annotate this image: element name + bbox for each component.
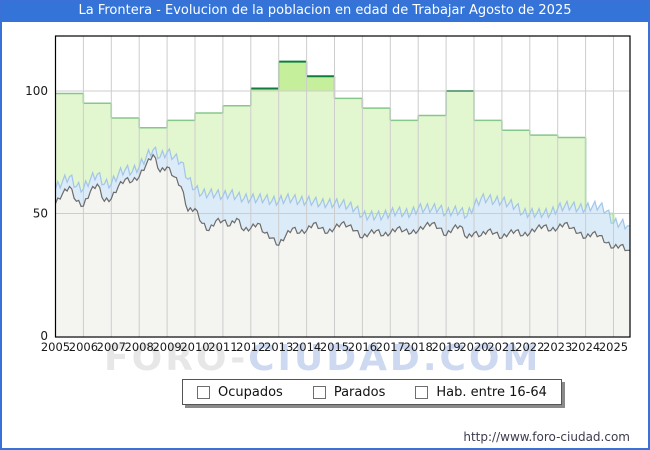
plot-border bbox=[54, 35, 631, 338]
legend-label-parados: Parados bbox=[333, 384, 386, 400]
hab-area-above-100 bbox=[306, 76, 335, 91]
watermark: FORO-CIUDAD.COM bbox=[104, 338, 541, 379]
hab-16-64-swatch-icon bbox=[415, 385, 429, 399]
ocupados-swatch-icon bbox=[197, 385, 210, 399]
legend-label-hab-16-64: Hab. entre 16-64 bbox=[436, 384, 547, 400]
x-tick-label: 2010 bbox=[180, 340, 209, 354]
x-tick-label: 2015 bbox=[320, 340, 349, 354]
x-tick-label: 2024 bbox=[571, 340, 600, 354]
legend: Ocupados Parados Hab. entre 16-64 bbox=[182, 379, 562, 405]
x-tick-label: 2023 bbox=[543, 340, 572, 354]
parados-line bbox=[54, 146, 630, 231]
ocupados-line bbox=[54, 153, 630, 252]
x-tick-label: 2018 bbox=[404, 340, 433, 354]
x-tick-label: 2021 bbox=[487, 340, 516, 354]
footer-url[interactable]: http://www.foro-ciudad.com bbox=[463, 430, 630, 444]
x-tick-label: 2014 bbox=[292, 340, 321, 354]
legend-item-parados: Parados bbox=[312, 384, 386, 400]
legend-label-ocupados: Ocupados bbox=[218, 384, 283, 400]
legend-item-ocupados: Ocupados bbox=[197, 385, 283, 400]
x-tick-label: 2006 bbox=[69, 340, 98, 354]
y-tick-label: 50 bbox=[33, 207, 48, 221]
x-tick-label: 2011 bbox=[208, 340, 237, 354]
x-tick-label: 2019 bbox=[431, 340, 460, 354]
y-tick-label: 0 bbox=[40, 329, 48, 343]
y-tick-label: 100 bbox=[25, 84, 48, 98]
x-tick-label: 2009 bbox=[152, 340, 181, 354]
x-tick-label: 2025 bbox=[599, 340, 628, 354]
x-tick-label: 2016 bbox=[348, 340, 377, 354]
legend-item-hab-16-64: Hab. entre 16-64 bbox=[415, 385, 547, 400]
x-tick-label: 2022 bbox=[515, 340, 544, 354]
hab-area-above-100 bbox=[250, 88, 279, 91]
ocupados-area bbox=[55, 154, 630, 336]
watermark-ciudad: CIUDAD.COM bbox=[248, 338, 542, 379]
x-tick-label: 2013 bbox=[264, 340, 293, 354]
watermark-foro: FORO- bbox=[104, 338, 249, 379]
title-bar: La Frontera - Evolucion de la poblacion … bbox=[0, 0, 650, 22]
x-tick-label: 2012 bbox=[236, 340, 265, 354]
parados-swatch-icon bbox=[312, 385, 326, 399]
hab-area-above-100 bbox=[278, 61, 307, 91]
x-tick-label: 2005 bbox=[41, 340, 70, 354]
chart-title: La Frontera - Evolucion de la poblacion … bbox=[78, 3, 572, 18]
x-tick-label: 2017 bbox=[376, 340, 405, 354]
x-tick-label: 2008 bbox=[125, 340, 154, 354]
x-tick-label: 2007 bbox=[97, 340, 126, 354]
x-tick-label: 2020 bbox=[459, 340, 488, 354]
